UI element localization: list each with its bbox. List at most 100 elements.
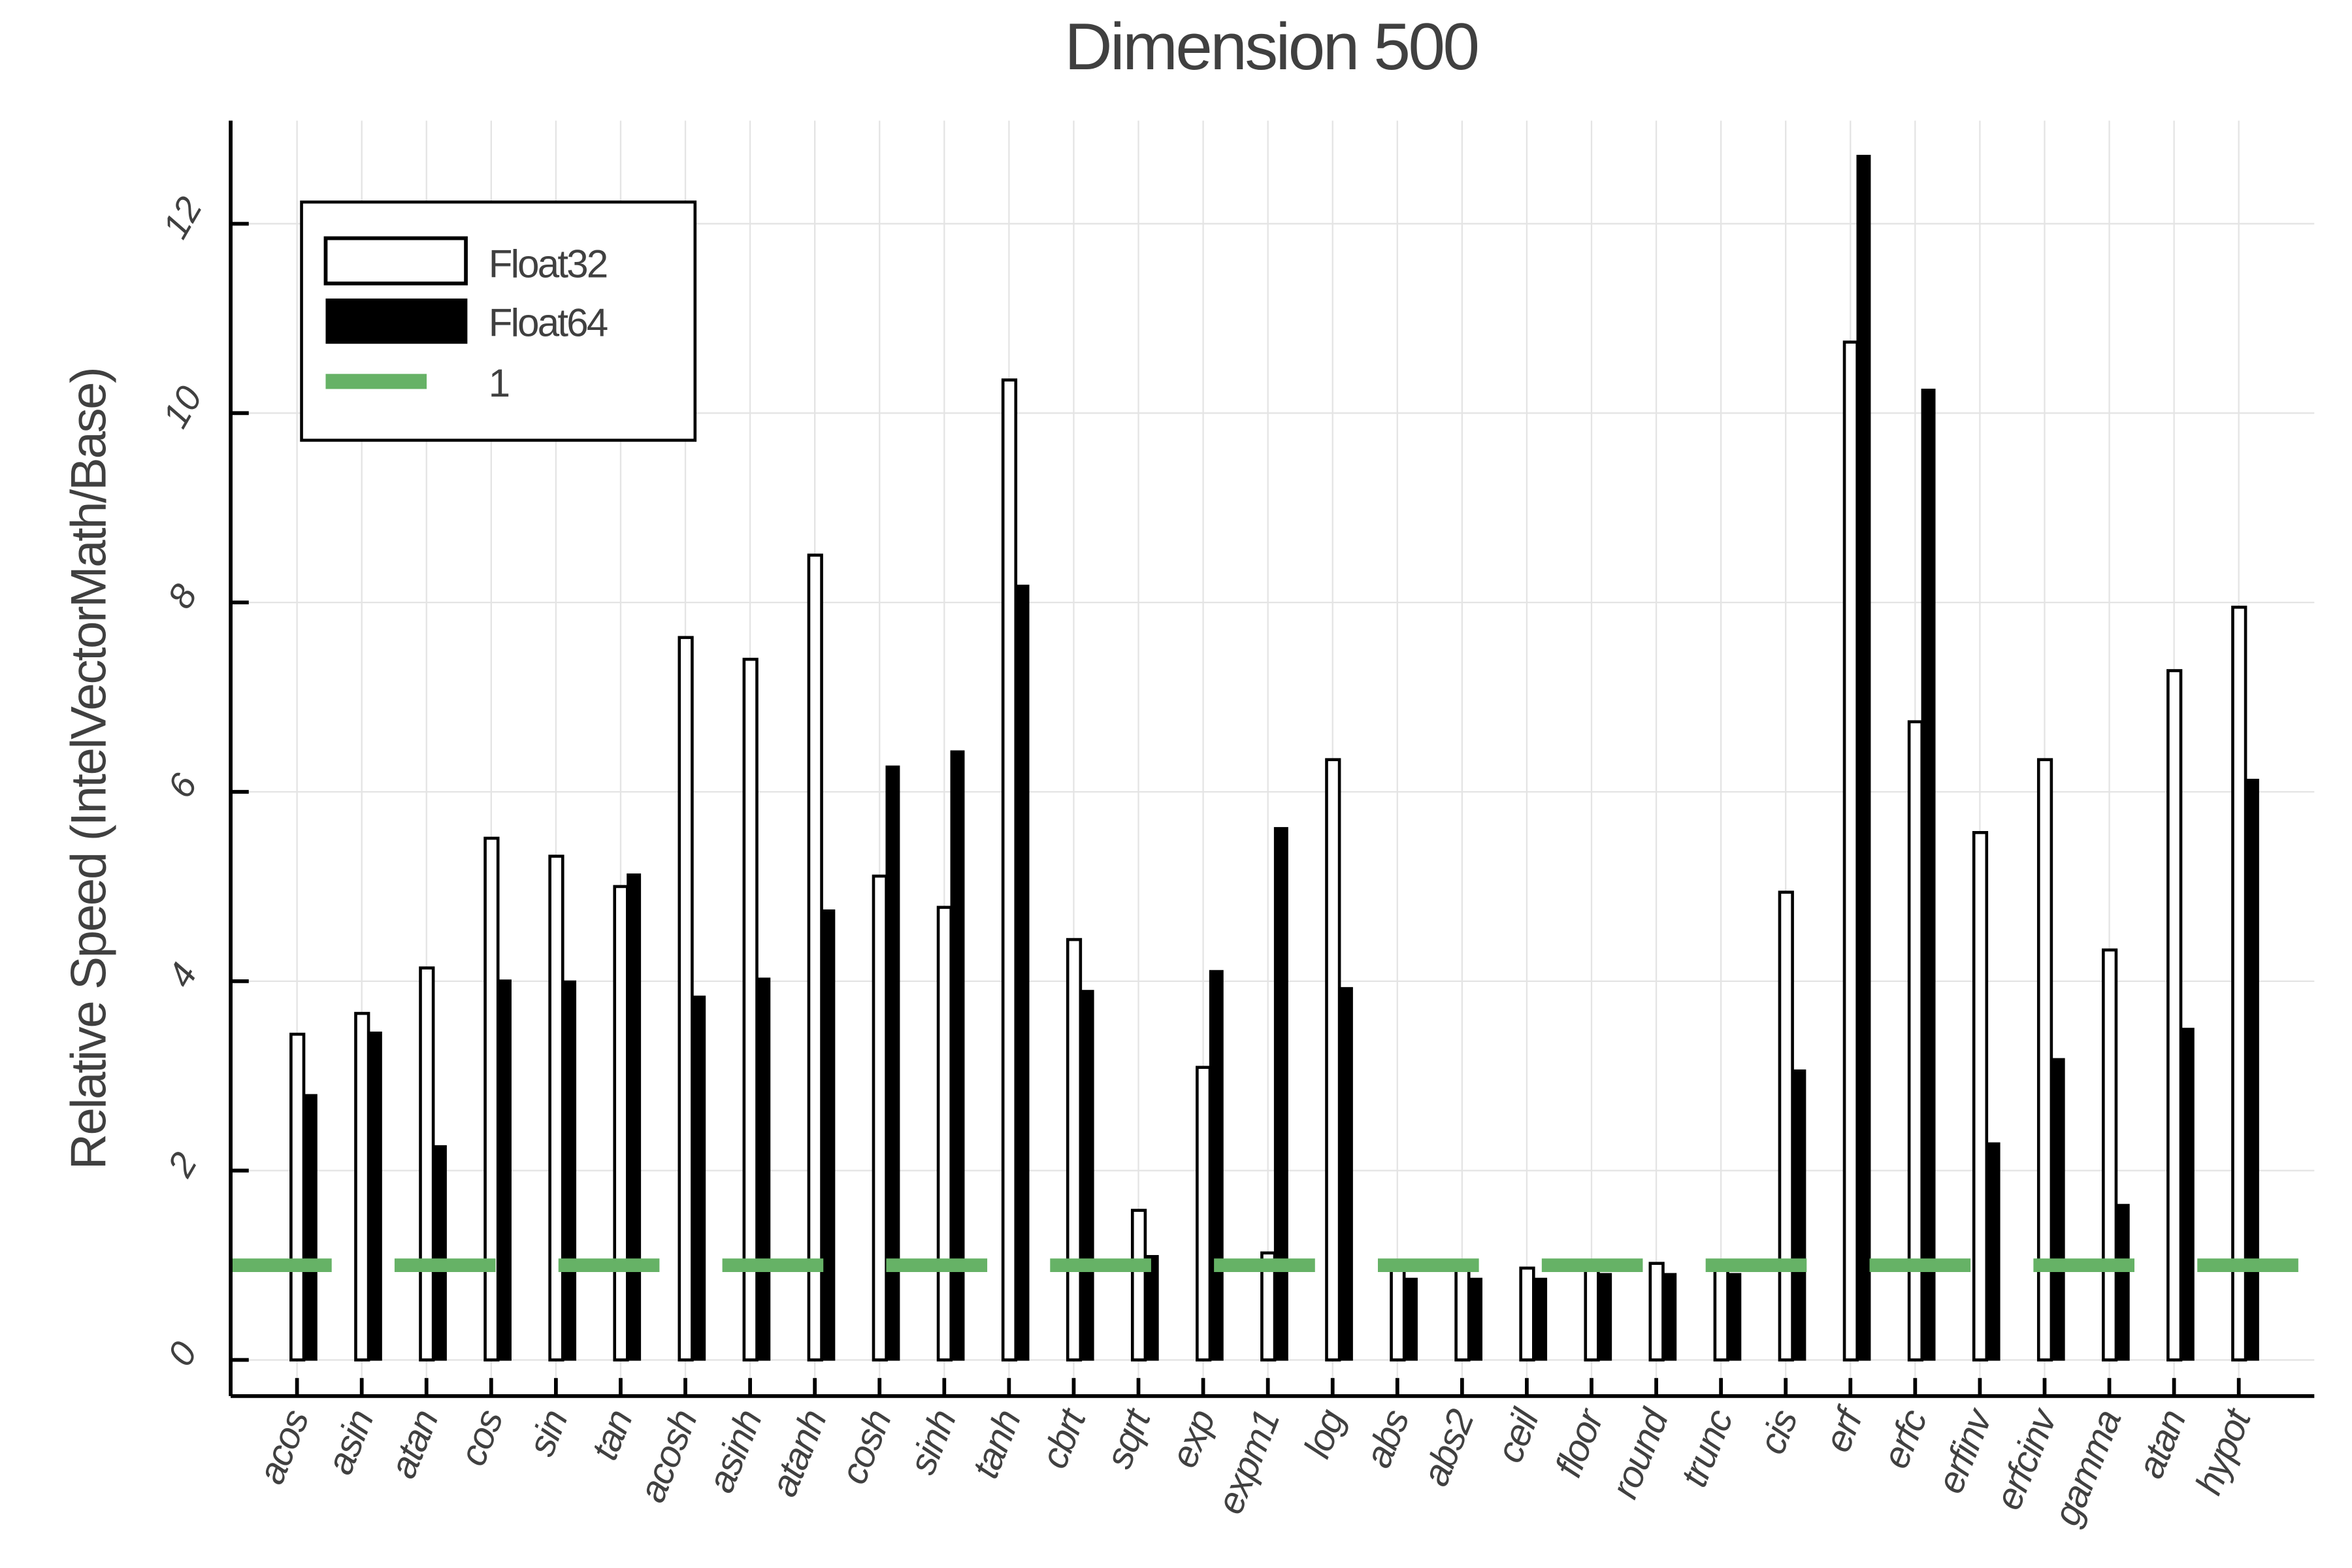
x-tick-label-cbrt: cbrt bbox=[1033, 1402, 1094, 1475]
x-tick-label-trunc: trunc bbox=[1673, 1403, 1742, 1492]
x-tick-label-sin: sin bbox=[521, 1405, 576, 1462]
bar-float32-asinh bbox=[742, 657, 759, 1362]
bar-float32-cosh bbox=[872, 874, 888, 1362]
bar-float32-ceil bbox=[1519, 1266, 1535, 1362]
y-tick-label: 10 bbox=[155, 379, 210, 434]
bar-float32-abs bbox=[1390, 1264, 1406, 1362]
y-tick-label: 0 bbox=[159, 1335, 204, 1373]
bar-float64-atan bbox=[2180, 1028, 2195, 1361]
x-tick-label-cis: cis bbox=[1751, 1404, 1806, 1460]
x-tick-label-floor: floor bbox=[1548, 1402, 1613, 1483]
legend-label-float32: Float32 bbox=[489, 242, 607, 286]
bar-float32-exp bbox=[1196, 1066, 1212, 1362]
x-tick-label-atan: atan bbox=[382, 1405, 447, 1484]
y-tick-label: 4 bbox=[159, 956, 204, 994]
legend: Float32 Float64 1 bbox=[300, 200, 697, 442]
bar-float32-tan bbox=[613, 885, 629, 1362]
bar-float64-acosh bbox=[691, 995, 706, 1361]
legend-label-reference: 1 bbox=[489, 361, 510, 405]
x-tick-label-cos: cos bbox=[451, 1404, 511, 1471]
bar-float64-cis bbox=[1791, 1069, 1806, 1361]
x-tick-label-round: round bbox=[1603, 1403, 1677, 1505]
bar-float32-trunc bbox=[1713, 1262, 1729, 1362]
y-axis-label: Relative Speed (IntelVectorMath/Base) bbox=[61, 368, 117, 1170]
bar-float32-floor bbox=[1584, 1264, 1600, 1362]
bar-float64-atanh bbox=[821, 909, 836, 1361]
bar-float32-round bbox=[1648, 1262, 1665, 1362]
bar-float64-log bbox=[1338, 987, 1353, 1361]
bar-float32-gamma bbox=[2102, 948, 2118, 1362]
bar-float64-abs bbox=[1403, 1277, 1418, 1361]
x-tick-label-sinh: sinh bbox=[902, 1405, 964, 1480]
x-tick-label-sqrt: sqrt bbox=[1098, 1402, 1159, 1475]
x-tick-label-cosh: cosh bbox=[833, 1405, 900, 1490]
bar-float64-expm1 bbox=[1273, 826, 1288, 1361]
y-tick-label: 6 bbox=[159, 766, 204, 804]
x-tick-label-erfinv: erfinv bbox=[1929, 1401, 2001, 1499]
bar-float64-cos bbox=[497, 979, 512, 1361]
bar-float32-cos bbox=[483, 836, 500, 1362]
y-tick-label: 2 bbox=[159, 1145, 205, 1184]
bar-float64-asin bbox=[367, 1031, 382, 1361]
bar-float32-log bbox=[1325, 758, 1341, 1362]
x-tick-label-acosh: acosh bbox=[631, 1405, 706, 1508]
bar-float64-hypot bbox=[2244, 779, 2259, 1361]
x-tick-label-erf: erf bbox=[1816, 1400, 1872, 1458]
bar-float64-acos bbox=[302, 1094, 318, 1361]
bar-float32-sinh bbox=[936, 906, 953, 1362]
x-tick-label-hypot: hypot bbox=[2187, 1402, 2260, 1501]
bar-float64-tan bbox=[627, 873, 642, 1361]
x-tick-label-abs2: abs2 bbox=[1414, 1404, 1482, 1492]
x-tick-label-abs: abs bbox=[1357, 1404, 1417, 1473]
x-tick-label-asinh: asinh bbox=[700, 1405, 770, 1498]
x-tick-label-asin: asin bbox=[319, 1405, 382, 1480]
x-tick-label-erfc: erfc bbox=[1874, 1403, 1935, 1474]
x-tick-label-atan: atan bbox=[2129, 1405, 2194, 1484]
bar-float64-erfc bbox=[1921, 388, 1936, 1361]
x-tick-label-acos: acos bbox=[250, 1404, 318, 1490]
bar-float32-atan bbox=[419, 966, 435, 1362]
x-tick-label-atanh: atanh bbox=[763, 1405, 835, 1502]
x-tick-label-log: log bbox=[1296, 1403, 1353, 1463]
bar-float32-cis bbox=[1778, 890, 1794, 1362]
bar-float32-cbrt bbox=[1066, 938, 1083, 1362]
bar-float64-atan bbox=[432, 1145, 447, 1361]
bar-float32-acosh bbox=[678, 636, 694, 1362]
bar-float32-sqrt bbox=[1130, 1209, 1147, 1362]
bar-float32-sin bbox=[548, 855, 564, 1362]
y-tick-label: 12 bbox=[155, 190, 210, 245]
x-tick-label-exp: exp bbox=[1163, 1404, 1223, 1473]
bar-float64-tanh bbox=[1015, 584, 1030, 1361]
x-tick-label-tanh: tanh bbox=[964, 1405, 1029, 1484]
legend-swatch-float64 bbox=[325, 298, 468, 344]
bar-float32-atan bbox=[2166, 669, 2183, 1362]
x-tick-label-tan: tan bbox=[583, 1405, 640, 1465]
bar-float64-erf bbox=[1856, 154, 1871, 1361]
bar-float64-cbrt bbox=[1079, 990, 1094, 1361]
bar-float32-atanh bbox=[807, 553, 823, 1362]
bar-float32-erf bbox=[1842, 340, 1859, 1362]
bar-float32-abs2 bbox=[1454, 1266, 1471, 1362]
legend-swatch-float32 bbox=[323, 236, 468, 286]
bar-float32-erfinv bbox=[1972, 831, 1989, 1362]
bar-float64-cosh bbox=[885, 765, 900, 1361]
bar-float64-gamma bbox=[2115, 1203, 2130, 1361]
x-tick-label-ceil: ceil bbox=[1488, 1402, 1548, 1468]
bar-float32-tanh bbox=[1001, 378, 1018, 1362]
chart-title: Dimension 500 bbox=[1064, 9, 1477, 84]
bar-float64-round bbox=[1662, 1273, 1677, 1361]
bar-float64-sinh bbox=[950, 750, 965, 1361]
bars bbox=[289, 154, 2259, 1362]
bar-float64-asinh bbox=[756, 977, 771, 1361]
bar-float64-erfcinv bbox=[2050, 1058, 2065, 1361]
bar-float64-floor bbox=[1597, 1273, 1612, 1361]
bar-float64-exp bbox=[1209, 970, 1224, 1361]
bar-float64-sqrt bbox=[1144, 1254, 1159, 1361]
bar-float64-ceil bbox=[1533, 1277, 1548, 1361]
bar-float32-hypot bbox=[2231, 606, 2247, 1362]
y-tick-label: 8 bbox=[159, 578, 204, 615]
bar-float64-trunc bbox=[1727, 1273, 1742, 1361]
bar-float32-acos bbox=[289, 1032, 306, 1362]
